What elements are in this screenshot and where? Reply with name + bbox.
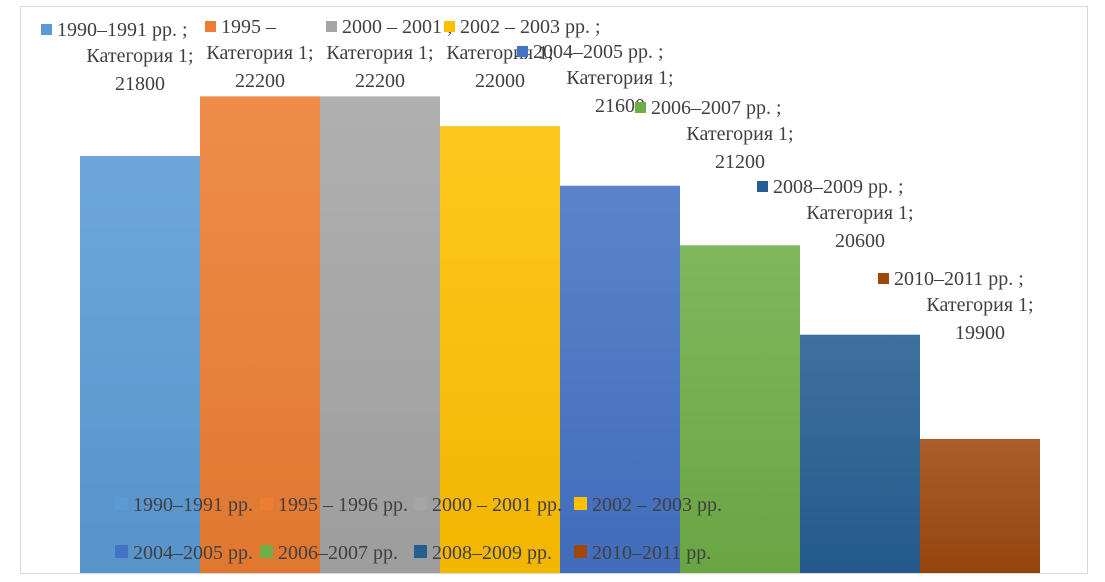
legend-label-3: 2002 – 2003 pp. [592,494,722,516]
data-label-marker-0 [41,24,52,35]
bar-2010–2011 pp. [920,438,1040,573]
bar-2000 – 2001 pp. [320,96,440,573]
data-label-category-6: Категория 1; [806,202,913,224]
data-label-marker-1 [205,21,216,32]
data-label-series-1: 1995 – [221,16,277,38]
legend-label-2: 2000 – 2001 pp. [432,494,562,516]
legend-label-5: 2006–2007 pp. [278,542,398,564]
data-label-category-5: Категория 1; [686,123,793,145]
legend-swatch-7 [574,545,587,558]
data-label-series-3: 2002 – 2003 pp. ; [460,16,601,38]
data-label-value-3: 22000 [475,70,525,92]
legend-swatch-2 [414,497,427,510]
data-label-category-7: Категория 1; [926,294,1033,316]
data-label-value-5: 21200 [715,151,765,173]
data-label-series-0: 1990–1991 pp. ; [57,19,188,41]
data-label-value-7: 19900 [955,322,1005,344]
legend-swatch-3 [574,497,587,510]
data-label-marker-3 [444,21,455,32]
legend-label-1: 1995 – 1996 pp. [278,494,408,516]
data-label-value-1: 22200 [235,70,285,92]
legend-swatch-6 [414,545,427,558]
data-label-series-2: 2000 – 2001 ; [342,16,453,38]
data-label-value-2: 22200 [355,70,405,92]
data-label-category-1: Категория 1; [206,42,313,64]
data-label-series-5: 2006–2007 pp. ; [651,97,782,119]
legend-swatch-0 [115,497,128,510]
chart-svg: 1990–1991 pp. ; Категория 1; 21800 1995 – Ка… [41,16,1040,573]
chart-frame: 1990–1991 pp. ; Категория 1; 21800 1995 – Ка… [20,6,1088,574]
data-labels-layer: 1990–1991 pp. ; Категория 1; 21800 1995 – Ка… [41,16,1034,344]
data-label-marker-7 [878,273,889,284]
data-label-marker-2 [326,21,337,32]
data-label-value-6: 20600 [835,230,885,252]
data-label-value-0: 21800 [115,73,165,95]
legend-label-7: 2010–2011 pp. [592,542,711,564]
data-label-marker-6 [757,181,768,192]
legend-label-6: 2008–2009 pp. [432,542,552,564]
bar-2006–2007 pp. [680,245,800,573]
data-label-series-4: 2004–2005 pp. ; [533,41,664,63]
bars-layer [80,96,1040,573]
data-label-category-4: Категория 1; [566,67,673,89]
data-label-marker-5 [635,102,646,113]
legend-swatch-5 [260,545,273,558]
bar-2008–2009 pp. [800,334,920,573]
legend: 1990–1991 pp. 1995 – 1996 pp. 2000 – 2001 … [115,494,722,564]
legend-swatch-4 [115,545,128,558]
data-label-series-7: 2010–2011 pp. ; [894,268,1024,290]
legend-swatch-1 [260,497,273,510]
data-label-marker-4 [517,46,528,57]
bar-1995 – 1996 pp. [200,96,320,573]
data-label-category-0: Категория 1; [86,45,193,67]
data-label-value-4: 21600 [595,95,645,117]
legend-label-0: 1990–1991 pp. [133,494,253,516]
bar-1990–1991 pp. [80,155,200,573]
bar-2002 – 2003 pp. [440,126,560,573]
data-label-category-2: Категория 1; [326,42,433,64]
legend-label-4: 2004–2005 pp. [133,542,253,564]
data-label-series-6: 2008–2009 pp. ; [773,176,904,198]
